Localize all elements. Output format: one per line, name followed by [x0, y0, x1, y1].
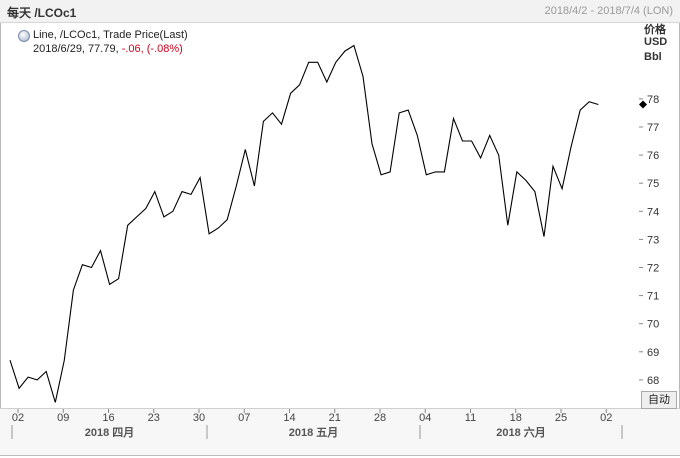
series-toggle-icon[interactable] — [18, 30, 30, 42]
x-tick-label: 02 — [12, 412, 24, 424]
y-tick-label: 72 — [647, 262, 659, 274]
y-tick-label: 73 — [647, 234, 659, 246]
x-tick-label: 30 — [193, 412, 205, 424]
x-tick-label: 02 — [600, 412, 612, 424]
x-tick-label: 04 — [419, 412, 431, 424]
x-axis[interactable]: 02 09 16 23 30 07 14 21 28 04 11 18 25 02 2018 四月 2018 … — [0, 408, 680, 455]
y-unit-currency: USD — [644, 36, 668, 48]
auto-scale-button[interactable]: 自动 — [641, 391, 677, 409]
month-label: 2018 六月 — [496, 425, 546, 439]
x-tick-label: 09 — [57, 412, 69, 424]
y-tick-label: 74 — [647, 206, 659, 218]
x-tick-label: 25 — [555, 412, 567, 424]
title-bar: 每天 /LCOc1 2018/4/2 - 2018/7/4 (LON) — [0, 0, 680, 23]
legend-values-row: 2018/6/29, 77.79, -.06, (-.08%) — [19, 43, 188, 55]
x-tick-label: 11 — [465, 412, 476, 424]
x-tick-label: 21 — [329, 412, 341, 424]
x-tick-label: 07 — [238, 412, 250, 424]
y-axis-svg: 68 69 70 71 72 73 74 75 76 77 78 — [639, 94, 659, 387]
price-series-line[interactable] — [9, 44, 599, 403]
plot-area[interactable] — [7, 23, 639, 408]
y-tick-label: 70 — [647, 319, 659, 331]
y-tick-label: 76 — [647, 150, 659, 162]
y-tick-label: 77 — [647, 122, 659, 134]
legend-date-value: 2018/6/29, 77.79, — [33, 43, 119, 55]
x-tick-label: 28 — [374, 412, 386, 424]
y-tick-label: 75 — [647, 178, 659, 190]
date-range: 2018/4/2 - 2018/7/4 (LON) — [544, 5, 673, 17]
legend[interactable]: Line, /LCOc1, Trade Price(Last) 2018/6/2… — [18, 29, 188, 55]
y-tick-label: 78 — [647, 94, 659, 106]
chart-title: 每天 /LCOc1 — [7, 6, 77, 20]
price-chart-svg — [9, 44, 599, 403]
legend-series-label: Line, /LCOc1, Trade Price(Last) — [33, 29, 188, 41]
y-tick-label: 69 — [647, 347, 659, 359]
x-tick-label: 23 — [148, 412, 160, 424]
last-value-marker — [639, 100, 647, 109]
legend-change: -.06, (-.08%) — [121, 43, 183, 55]
legend-series-row[interactable]: Line, /LCOc1, Trade Price(Last) — [18, 29, 188, 42]
month-label: 2018 五月 — [289, 426, 339, 439]
x-tick-label: 16 — [102, 412, 114, 424]
y-tick-label: 71 — [647, 291, 659, 303]
y-unit-price: 价格 — [644, 24, 666, 36]
month-label: 2018 四月 — [85, 426, 135, 439]
y-axis[interactable]: 价格 USD Bbl 68 69 70 71 72 73 74 75 76 77 78 — [639, 23, 679, 408]
y-unit-measure: Bbl — [644, 51, 662, 63]
y-tick-label: 68 — [647, 375, 659, 387]
x-tick-label: 14 — [283, 412, 295, 424]
x-tick-label: 18 — [510, 412, 522, 424]
x-axis-svg: 02 09 16 23 30 07 14 21 28 04 11 18 25 02 2018 四月 2018 … — [11, 409, 623, 439]
